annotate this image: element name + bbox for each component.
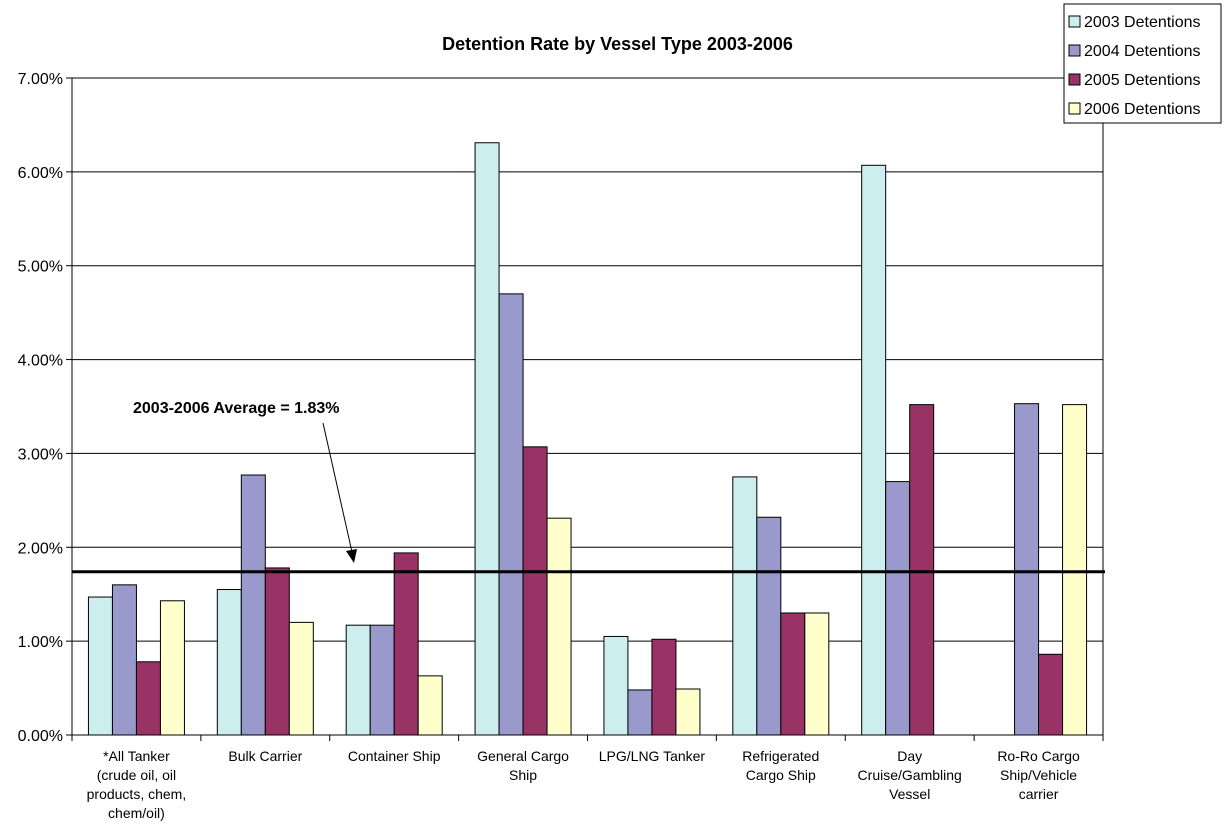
y-tick-label: 1.00% xyxy=(18,634,63,651)
y-tick-label: 0.00% xyxy=(18,728,63,745)
x-tick-label-line: products, chem, xyxy=(87,786,187,802)
average-arrow-shaft xyxy=(322,422,353,553)
bar xyxy=(603,635,629,736)
y-tick-label: 2.00% xyxy=(18,540,63,557)
bar xyxy=(393,552,419,736)
bar xyxy=(369,624,395,736)
x-tick-label-line: Ship xyxy=(509,767,537,783)
x-tick-label: *All Tanker (crude oil, oil products, chem… xyxy=(87,748,187,821)
bar xyxy=(1062,404,1088,736)
x-tick-label: Day Cruise/Gambling Vessel xyxy=(858,748,962,802)
y-tick-label: 6.00% xyxy=(18,165,63,182)
chart-title: Detention Rate by Vessel Type 2003-2006 xyxy=(442,34,793,54)
bar xyxy=(546,517,572,736)
x-tick-label-line: Cruise/Gambling xyxy=(858,767,962,783)
x-tick-label-line: Ship/Vehicle xyxy=(1000,767,1077,783)
legend-swatch xyxy=(1068,73,1081,86)
bar xyxy=(111,584,137,736)
bar xyxy=(159,600,185,736)
bar xyxy=(885,481,911,736)
gridlines xyxy=(72,77,1103,642)
legend-swatch xyxy=(1068,15,1081,28)
legend-label: 2006 Detentions xyxy=(1084,101,1201,118)
bar xyxy=(1014,403,1040,736)
legend-label: 2005 Detentions xyxy=(1084,72,1201,89)
bar xyxy=(804,612,830,736)
bar xyxy=(264,567,290,736)
bar xyxy=(1038,653,1064,736)
x-tick-label-line: Bulk Carrier xyxy=(228,748,302,764)
x-tick-label: LPG/LNG Tanker xyxy=(599,748,706,764)
legend-box xyxy=(1063,3,1222,124)
bar xyxy=(675,688,701,736)
x-tick-label-line: carrier xyxy=(1019,786,1059,802)
legend-swatch xyxy=(1068,102,1081,115)
bar xyxy=(474,142,500,736)
bar xyxy=(240,474,266,736)
x-tick-label-line: LPG/LNG Tanker xyxy=(599,748,706,764)
average-arrow-head xyxy=(346,549,357,563)
x-tick-label-line: Vessel xyxy=(889,786,930,802)
bar xyxy=(522,446,548,736)
x-tick-label: Ro-Ro Cargo Ship/Vehicle carrier xyxy=(997,748,1080,802)
bar xyxy=(135,661,161,736)
x-tick-label-line: Refrigerated xyxy=(742,748,819,764)
x-tick-label-line: Ro-Ro Cargo xyxy=(997,748,1080,764)
axes xyxy=(71,77,1104,741)
x-tick-label-line: chem/oil) xyxy=(108,805,165,821)
bar xyxy=(732,476,758,736)
average-line-label: 2003-2006 Average = 1.83% xyxy=(133,400,340,417)
x-tick-label: Refrigerated Cargo Ship xyxy=(742,748,819,783)
bar xyxy=(651,638,677,736)
bar xyxy=(345,624,371,736)
bar xyxy=(498,293,524,736)
legend-swatch xyxy=(1068,44,1081,57)
legend-label: 2003 Detentions xyxy=(1084,14,1201,31)
average-line-group: 2003-2006 Average = 1.83% xyxy=(72,400,1105,574)
x-axis-labels: *All Tanker (crude oil, oil products, chem… xyxy=(87,748,1080,821)
y-tick-label: 3.00% xyxy=(18,446,63,463)
legend-label: 2004 Detentions xyxy=(1084,43,1201,60)
bar xyxy=(87,596,113,736)
y-tick-label: 4.00% xyxy=(18,353,63,370)
bar xyxy=(216,589,242,736)
x-tick-label: Container Ship xyxy=(348,748,441,764)
x-tick-label: Bulk Carrier xyxy=(228,748,302,764)
y-tick-label: 5.00% xyxy=(18,259,63,276)
y-axis-ticks: 0.00% 1.00% 2.00% 3.00% 4.00% 5.00% 6.00% 7.00% xyxy=(18,71,72,745)
bar xyxy=(861,164,887,736)
bar xyxy=(756,516,782,736)
x-tick-label-line: Cargo Ship xyxy=(746,767,816,783)
y-tick-label: 7.00% xyxy=(18,71,63,88)
legend: 2003 Detentions 2004 Detentions 2005 Deten… xyxy=(1063,3,1222,124)
x-tick-label-line: *All Tanker xyxy=(103,748,170,764)
bars xyxy=(87,142,1088,736)
bar xyxy=(627,689,653,736)
bar xyxy=(780,612,806,736)
bar xyxy=(417,675,443,736)
x-tick-label-line: (crude oil, oil xyxy=(97,767,176,783)
x-tick-label-line: Container Ship xyxy=(348,748,441,764)
bar xyxy=(288,621,314,736)
bar xyxy=(909,404,935,736)
x-tick-label-line: General Cargo xyxy=(477,748,569,764)
x-tick-label: General Cargo Ship xyxy=(477,748,569,783)
x-tick-label-line: Day xyxy=(897,748,922,764)
